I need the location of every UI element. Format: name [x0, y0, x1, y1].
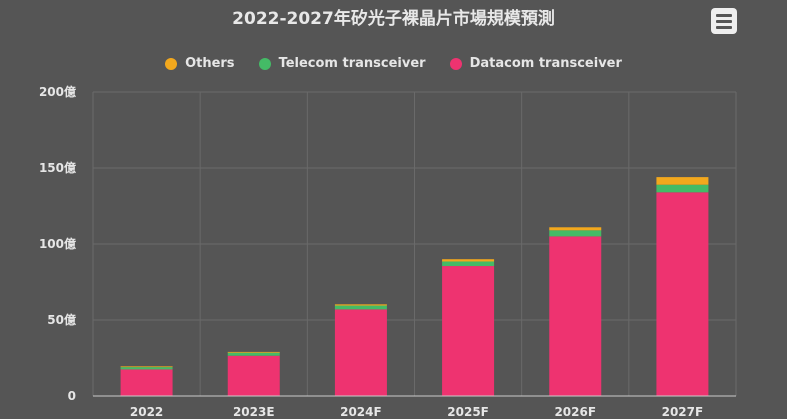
bar-datacom-transceiver [442, 266, 495, 396]
bar-datacom-transceiver [227, 355, 280, 396]
hamburger-menu-icon[interactable] [711, 8, 737, 34]
bar-datacom-transceiver [334, 309, 387, 396]
legend-label: Datacom transceiver [469, 56, 622, 71]
legend-marker [449, 57, 462, 70]
bar-telecom-transceiver [549, 230, 602, 237]
bar-others [549, 227, 602, 231]
x-tick-label: 2026F [554, 405, 596, 419]
bar-others [334, 304, 387, 306]
legend-item-telecom-transceiver[interactable]: Telecom transceiver [258, 56, 426, 71]
bar-others [656, 177, 709, 185]
bar-others [227, 351, 280, 353]
x-tick-label: 2024F [340, 405, 382, 419]
bar-datacom-transceiver [120, 369, 173, 396]
legend-label: Others [185, 56, 235, 71]
chart-legend: Others Telecom transceiver Datacom transce… [0, 56, 787, 71]
bar-telecom-transceiver [227, 352, 280, 356]
y-tick-label: 50億 [47, 312, 76, 327]
legend-item-others[interactable]: Others [165, 56, 235, 71]
legend-label: Telecom transceiver [278, 56, 426, 71]
bar-telecom-transceiver [656, 184, 709, 193]
bar-datacom-transceiver [656, 192, 709, 396]
y-tick-label: 150億 [39, 160, 76, 175]
y-tick-label: 200億 [39, 84, 76, 99]
x-tick-label: 2023E [233, 405, 275, 419]
y-tick-label: 100億 [39, 236, 76, 251]
x-tick-label: 2022 [130, 405, 163, 419]
chart-title: 2022-2027年矽光子裸晶片市場規模預測 [232, 9, 555, 29]
bar-telecom-transceiver [334, 305, 387, 310]
y-tick-label: 0 [68, 389, 76, 403]
legend-item-datacom-transceiver[interactable]: Datacom transceiver [449, 56, 622, 71]
legend-marker [258, 57, 271, 70]
bar-others [120, 366, 173, 368]
bar-telecom-transceiver [120, 367, 173, 370]
bar-datacom-transceiver [549, 236, 602, 396]
bar-telecom-transceiver [442, 261, 495, 267]
bar-others [442, 259, 495, 262]
legend-marker [165, 57, 178, 70]
x-tick-label: 2025F [447, 405, 489, 419]
x-tick-label: 2027F [662, 405, 704, 419]
